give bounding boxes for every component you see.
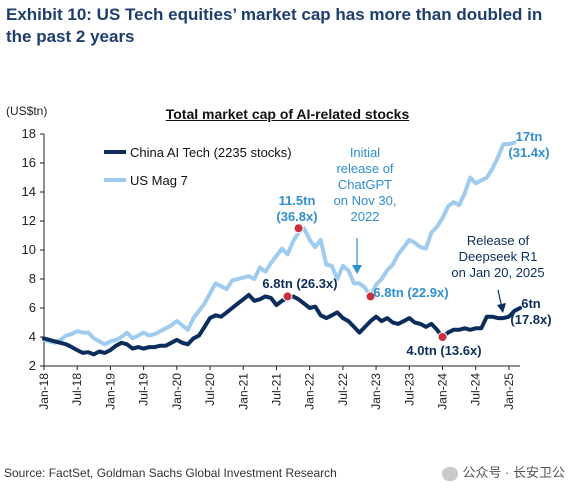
x-tick-label: Jul-18 xyxy=(70,373,84,406)
y-tick-label: 8 xyxy=(29,271,36,286)
annotation-text: Deepseek R1 xyxy=(459,249,538,264)
x-tick-label: Jan-24 xyxy=(436,373,450,410)
y-tick-label: 2 xyxy=(29,358,36,373)
annotation-text: on Jan 20, 2025 xyxy=(451,265,544,280)
wechat-icon xyxy=(442,466,459,481)
watermark: 公众号 · 长安卫公 xyxy=(442,462,565,481)
chart-series-group xyxy=(42,140,522,357)
annotation-text: on Nov 30, xyxy=(334,193,397,208)
y-tick-label: 14 xyxy=(22,184,36,199)
y-tick-label: 10 xyxy=(22,242,36,257)
y-tick-label: 16 xyxy=(22,155,36,170)
annotation-text: (17.8x) xyxy=(510,312,551,327)
chart-title-wrap: Total market cap of AI-related stocks xyxy=(0,106,575,124)
chatgpt-arrowhead xyxy=(352,265,362,274)
annotation-text: 6.8tn (22.9x) xyxy=(373,285,448,300)
annotation-text: 17tn xyxy=(516,129,543,144)
annotation-text: 11.5tn xyxy=(279,193,316,208)
highlight-marker xyxy=(365,291,376,302)
x-tick-label: Jan-22 xyxy=(303,373,317,410)
x-tick-label: Jan-18 xyxy=(37,373,51,410)
annotation-text: (36.8x) xyxy=(276,209,317,224)
x-tick-label: Jan-25 xyxy=(502,373,516,410)
chart-title: Total market cap of AI-related stocks xyxy=(165,106,410,122)
y-tick-label: 18 xyxy=(22,126,36,141)
x-tick-label: Jul-19 xyxy=(137,373,151,406)
x-tick-label: Jul-24 xyxy=(469,373,483,406)
chart-annotations: 11.5tn(36.8x) 6.8tn (26.3x) Initialrelease… xyxy=(262,129,551,358)
x-tick-label: Jul-23 xyxy=(402,373,416,406)
exhibit-title: Exhibit 10: US Tech equities’ market cap… xyxy=(6,5,543,46)
annotation-text: Release of xyxy=(467,233,530,248)
highlight-marker xyxy=(282,291,293,302)
highlight-marker xyxy=(293,223,304,234)
deepseek-arrowhead xyxy=(497,303,506,313)
annotation-text: release of xyxy=(336,161,393,176)
y-tick-label: 4 xyxy=(29,329,36,344)
chart-markers-group xyxy=(282,223,448,342)
annotation-text: 6.8tn (26.3x) xyxy=(262,276,337,291)
chart-legend: China AI Tech (2235 stocks) US Mag 7 xyxy=(104,145,292,188)
x-tick-label: Jul-21 xyxy=(269,373,283,406)
legend-label: China AI Tech (2235 stocks) xyxy=(130,145,292,160)
x-tick-label: Jan-19 xyxy=(103,373,117,410)
highlight-marker xyxy=(437,332,448,342)
series-line-us-mag-7 xyxy=(42,140,517,347)
annotation-text: 6tn xyxy=(521,296,541,311)
y-tick-label: 12 xyxy=(22,213,36,228)
chart-axes: 2 4 6 8 10 12 14 16 18 Jan-18 Jul-18 Jan-19 Jul-19 Ja… xyxy=(22,126,520,410)
x-tick-label: Jan-23 xyxy=(369,373,383,410)
annotation-text: ChatGPT xyxy=(338,177,392,192)
x-tick-label: Jul-22 xyxy=(336,373,350,406)
watermark-text: 公众号 · 长安卫公 xyxy=(462,465,565,480)
source-note: Source: FactSet, Goldman Sachs Global In… xyxy=(4,466,337,480)
x-tick-label: Jan-20 xyxy=(170,373,184,410)
x-tick-label: Jan-21 xyxy=(236,373,250,410)
y-axis-unit-label: (US$tn) xyxy=(6,104,48,118)
annotation-text: (31.4x) xyxy=(508,145,549,160)
annotation-text: Initial xyxy=(350,145,380,160)
y-tick-label: 6 xyxy=(29,300,36,315)
x-tick-label: Jul-20 xyxy=(203,373,217,406)
annotation-text: 2022 xyxy=(351,209,380,224)
legend-label: US Mag 7 xyxy=(130,173,188,188)
annotation-text: 4.0tn (13.6x) xyxy=(406,343,481,358)
